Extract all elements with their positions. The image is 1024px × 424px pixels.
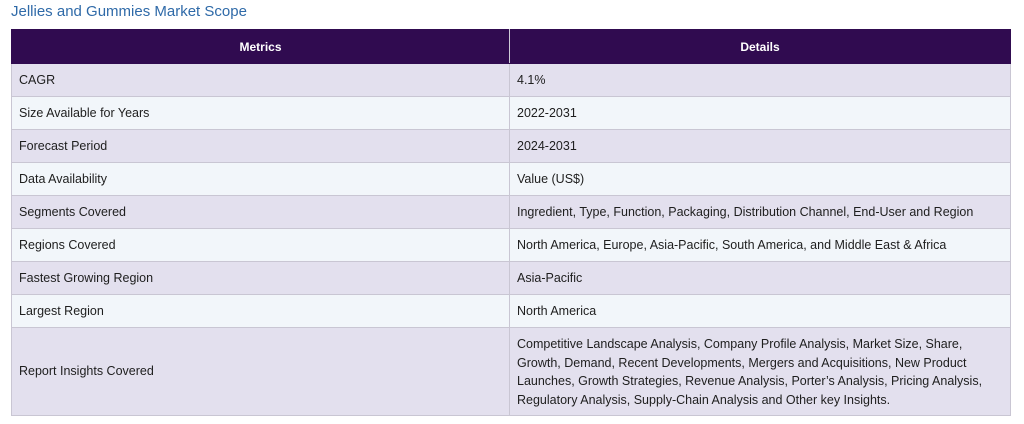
detail-cell: 4.1% (509, 63, 1011, 97)
detail-cell: Ingredient, Type, Function, Packaging, D… (509, 195, 1011, 229)
column-header-metrics: Metrics (11, 29, 510, 64)
table-row: CAGR 4.1% (11, 63, 1011, 97)
detail-cell: North America, Europe, Asia-Pacific, Sou… (509, 228, 1011, 262)
table-row: Data Availability Value (US$) (11, 162, 1011, 196)
table-row: Size Available for Years 2022-2031 (11, 96, 1011, 130)
detail-cell: Competitive Landscape Analysis, Company … (509, 327, 1011, 416)
detail-cell: Value (US$) (509, 162, 1011, 196)
metric-cell: Regions Covered (11, 228, 510, 262)
metric-cell: Segments Covered (11, 195, 510, 229)
metric-cell: Size Available for Years (11, 96, 510, 130)
table-row: Largest Region North America (11, 294, 1011, 328)
column-header-details: Details (509, 29, 1011, 64)
metric-cell: CAGR (11, 63, 510, 97)
table-row: Forecast Period 2024-2031 (11, 129, 1011, 163)
page-title: Jellies and Gummies Market Scope (11, 3, 247, 20)
metric-cell: Forecast Period (11, 129, 510, 163)
metric-cell: Data Availability (11, 162, 510, 196)
market-scope-table: Metrics Details CAGR 4.1% Size Available… (11, 29, 1011, 416)
detail-cell: 2022-2031 (509, 96, 1011, 130)
table-row: Report Insights Covered Competitive Land… (11, 327, 1011, 416)
detail-cell: North America (509, 294, 1011, 328)
table-header-row: Metrics Details (11, 29, 1011, 64)
table-row: Regions Covered North America, Europe, A… (11, 228, 1011, 262)
metric-cell: Report Insights Covered (11, 327, 510, 416)
table-row: Segments Covered Ingredient, Type, Funct… (11, 195, 1011, 229)
metric-cell: Largest Region (11, 294, 510, 328)
metric-cell: Fastest Growing Region (11, 261, 510, 295)
table-row: Fastest Growing Region Asia-Pacific (11, 261, 1011, 295)
detail-cell: 2024-2031 (509, 129, 1011, 163)
detail-cell: Asia-Pacific (509, 261, 1011, 295)
